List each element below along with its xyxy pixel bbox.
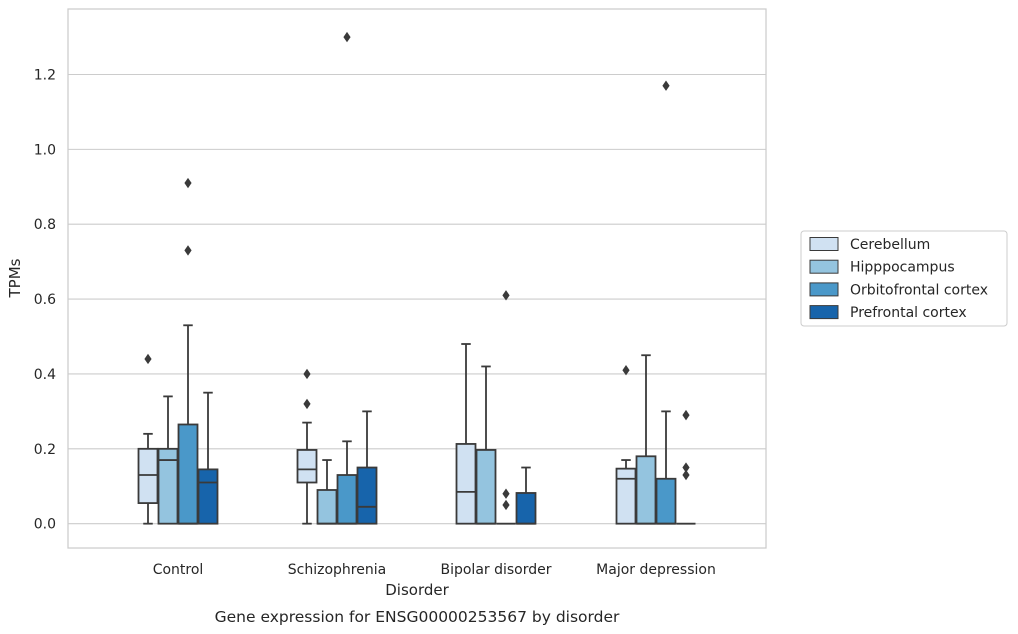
legend-label: Prefrontal cortex [850, 305, 967, 321]
chart-caption: Gene expression for ENSG00000253567 by d… [215, 608, 620, 626]
outlier-point [622, 365, 630, 376]
x-tick-label: Bipolar disorder [440, 562, 551, 578]
iqr-box [475, 449, 497, 525]
box-cerebellum [615, 365, 637, 525]
legend-label: Hipppocampus [850, 260, 955, 276]
iqr-box [197, 468, 219, 525]
legend-swatch [809, 237, 839, 251]
outlier-point [682, 469, 690, 481]
outlier-point [502, 488, 510, 499]
x-tick-label: Schizophrenia [288, 562, 386, 578]
outlier-point [184, 177, 192, 189]
iqr-box [316, 489, 338, 525]
iqr-box [137, 447, 159, 504]
iqr-box [356, 466, 378, 525]
x-tick-label: Control [153, 562, 204, 578]
x-tick-label: Major depression [596, 562, 716, 578]
box-prefrontal-cortex [356, 410, 378, 525]
y-tick-label: 1.2 [34, 68, 56, 84]
iqr-box [296, 449, 318, 484]
box-prefrontal-cortex [515, 466, 537, 525]
outlier-point [502, 499, 510, 511]
box-orbitofrontal-cortex [496, 290, 516, 525]
iqr-box [655, 477, 677, 525]
y-tick-label: 0.6 [34, 292, 56, 308]
box-orbitofrontal-cortex [655, 80, 677, 525]
y-tick-label: 0.4 [34, 367, 56, 383]
box-cerebellum [455, 343, 477, 525]
legend-label: Orbitofrontal cortex [850, 282, 988, 298]
box-prefrontal-cortex [197, 391, 219, 525]
box-orbitofrontal-cortex [177, 177, 199, 525]
legend: Cerebellum Hipppocampus Orbitofrontal cort… [800, 230, 1008, 327]
outlier-point [343, 31, 351, 43]
outlier-point [662, 80, 670, 91]
y-tick-label: 1.0 [34, 142, 56, 158]
box-hipppocampus [635, 354, 657, 525]
iqr-box [635, 455, 657, 525]
iqr-box [157, 447, 179, 525]
outlier-point [184, 245, 192, 256]
outlier-point [502, 290, 510, 301]
y-axis-label: TPMs [6, 258, 24, 298]
box-hipppocampus [316, 459, 338, 525]
plot-frame [67, 8, 767, 549]
outlier-point [144, 353, 152, 365]
iqr-box [455, 443, 477, 525]
outlier-point [303, 398, 311, 410]
iqr-box [336, 474, 358, 525]
legend-frame [800, 230, 1008, 327]
legend-swatch [809, 305, 839, 320]
outlier-point [682, 462, 690, 473]
legend-swatch [809, 259, 839, 274]
outlier-point [682, 409, 690, 421]
outlier-point [303, 368, 311, 380]
y-tick-label: 0.2 [34, 442, 56, 458]
legend-swatch [809, 282, 839, 297]
legend-label: Cerebellum [850, 237, 930, 253]
box-prefrontal-cortex [676, 409, 696, 525]
chart-marks [137, 31, 696, 525]
iqr-box [615, 467, 637, 525]
y-tick-labels: 0.0 0.2 0.4 0.6 0.8 1.0 1.2 [34, 68, 56, 533]
x-axis-label: Disorder [385, 581, 449, 599]
iqr-box [515, 492, 537, 525]
box-hipppocampus [475, 365, 497, 525]
box-cerebellum [296, 368, 318, 525]
box-cerebellum [137, 353, 159, 525]
iqr-box [177, 423, 199, 525]
box-orbitofrontal-cortex [336, 31, 358, 525]
x-tick-labels: Control Schizophrenia Bipolar disorder Majo… [153, 562, 716, 578]
y-tick-label: 0.0 [34, 517, 56, 533]
y-tick-label: 0.8 [34, 217, 56, 233]
box-hipppocampus [157, 395, 179, 525]
